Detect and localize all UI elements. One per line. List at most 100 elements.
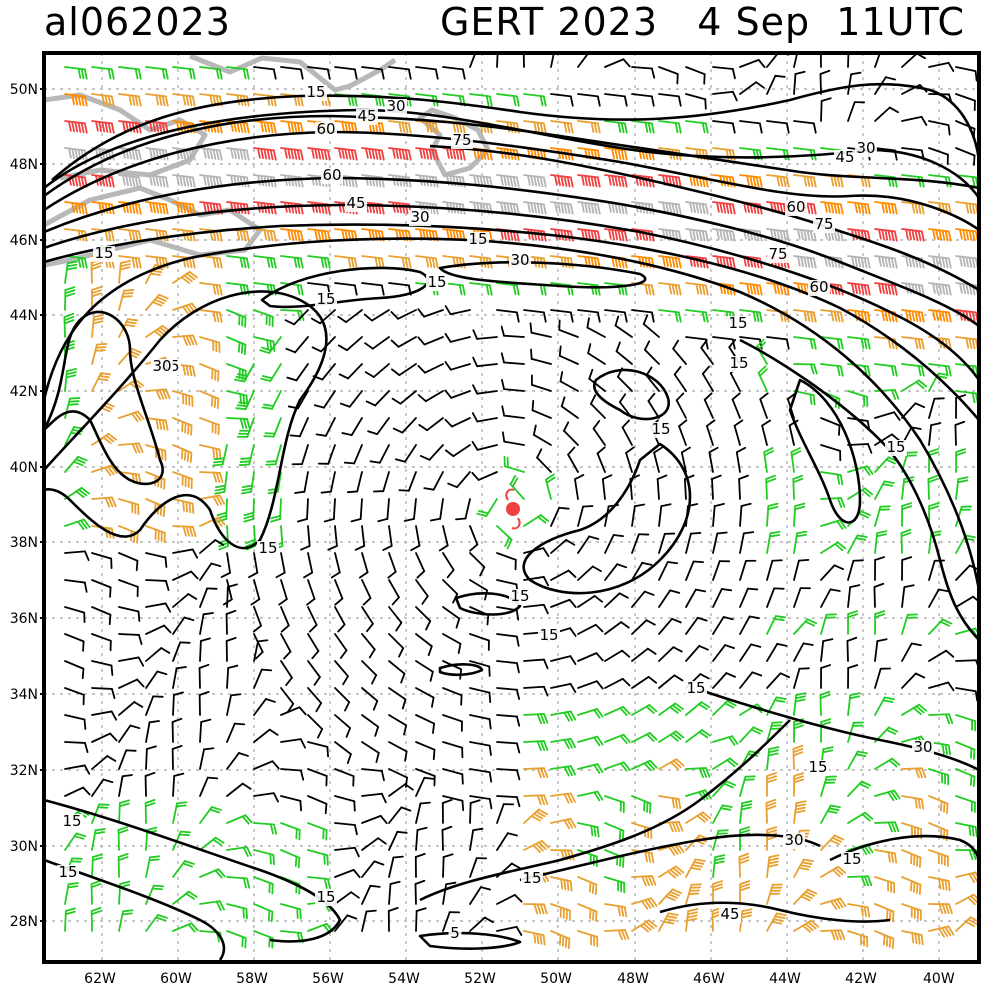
wind-barb-flag [539,933,543,945]
wind-barb [793,718,805,743]
wind-barb [604,228,628,242]
wind-barb-flag [134,257,139,269]
wind-barb-flag [785,149,790,161]
wind-barb [64,147,88,161]
wind-barb-flag [469,799,481,804]
wind-barb-flag [199,637,211,642]
wind-barb-flag [214,539,225,546]
wind-barb [307,849,329,866]
wind-barb [334,660,349,686]
wind-barb-shaft [307,687,323,704]
wind-barb [522,53,525,68]
wind-barb-flag [425,620,432,631]
wind-barb [685,883,702,905]
wind-barb-flag [391,397,402,405]
wind-barb-flag [944,713,951,725]
wind-barb-flag [711,474,722,480]
wind-barb-flag [890,389,897,400]
wind-barb-flag [239,121,244,133]
wind-barb-shaft [496,714,518,718]
wind-barb-flag [417,308,426,318]
wind-barb-flag [83,518,91,529]
wind-barb-flag [802,893,813,900]
wind-barb-flag [747,587,759,591]
contour-label-bg [93,246,115,262]
wind-barb [469,660,491,677]
wind-barb-flag [461,799,465,812]
wind-barb [64,518,91,531]
wind-barb [712,644,735,662]
wind-barb-flag [803,310,808,322]
wind-barb-flag [134,149,139,161]
wind-barb [226,255,250,269]
wind-barb-flag [374,725,380,737]
wind-barb-flag [515,311,520,323]
wind-barb-flag [675,865,685,874]
wind-barb-flag [713,857,726,862]
wind-barb-flag [237,373,249,377]
wind-barb-flag [367,430,379,436]
wind-barb-flag [217,370,220,382]
wind-barb-flag [238,401,250,405]
wind-barb [766,672,791,689]
wind-barb-flag [131,202,136,214]
wind-barb-flag [891,433,901,442]
wind-barb [604,93,628,107]
wind-barb-flag [917,933,921,945]
wind-barb [873,582,885,608]
wind-barb-shaft [442,687,463,697]
wind-barb-flag [401,256,406,268]
wind-barb-flag [671,704,682,712]
wind-barb [496,633,520,647]
wind-barb-flag [533,175,538,187]
wind-barb [260,363,282,382]
wind-barb-flag [536,229,541,241]
wind-barb [577,309,601,323]
wind-barb-flag [476,174,480,187]
wind-barb-flag [833,175,838,187]
wind-barb-flag [527,174,531,186]
wind-barb-shaft [685,588,697,608]
wind-barb-flag [878,255,882,267]
wind-barb [955,66,978,82]
wind-barb-flag [191,68,196,80]
wind-barb-flag [64,286,76,291]
wind-barb-flag [543,903,548,915]
wind-barb-shaft [442,66,464,71]
wind-barb-shaft [928,649,948,662]
wind-barb-flag [774,615,787,619]
wind-barb-flag [785,230,790,242]
wind-barb-flag [395,621,403,632]
wind-barb-shaft [604,563,619,581]
wind-barb [199,494,226,506]
wind-barb-flag [840,497,846,508]
wind-barb-flag [935,282,939,295]
wind-barb-flag [917,176,922,188]
wind-barb [678,419,688,446]
wind-barb [388,633,405,658]
wind-barb [243,498,255,523]
wind-barb-flag [809,338,814,350]
wind-barb-flag [512,95,517,107]
wind-barb [631,93,655,107]
wind-barb-shaft [321,363,336,381]
wind-barb-shaft [496,660,518,664]
wind-barb-shaft [577,505,584,527]
wind-barb [675,392,687,419]
wind-barb-flag [137,656,145,667]
wind-barb-flag [164,68,169,80]
wind-barb-flag [244,316,247,328]
wind-barb-flag [765,798,777,804]
wind-barb [820,444,842,462]
wind-barb-flag [151,301,163,307]
wind-barb-flag [543,740,549,751]
wind-barb-flag [674,176,679,188]
wind-barb-shaft [604,534,615,554]
wind-barb [658,561,679,581]
wind-barb-flag [916,855,919,867]
wind-barb-flag [240,457,252,460]
wind-barb-shaft [374,390,390,407]
wind-barb-flag [677,95,682,107]
wind-barb [847,584,861,608]
wind-barb-flag [939,620,951,627]
